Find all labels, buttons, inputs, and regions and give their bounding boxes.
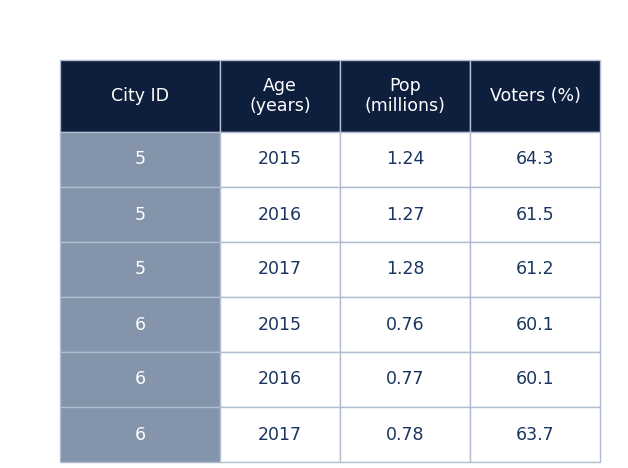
Bar: [470, 297, 600, 352]
Bar: [340, 242, 470, 297]
Bar: [60, 407, 220, 462]
Text: 1.28: 1.28: [386, 261, 425, 278]
Text: 2015: 2015: [258, 151, 302, 168]
Bar: [340, 132, 470, 187]
Text: 5: 5: [134, 205, 146, 224]
Text: 64.3: 64.3: [516, 151, 555, 168]
Text: 2016: 2016: [258, 205, 302, 224]
Text: Pop
(millions): Pop (millions): [365, 77, 445, 116]
Text: 63.7: 63.7: [516, 425, 555, 444]
Text: 6: 6: [134, 371, 146, 388]
Text: 0.77: 0.77: [386, 371, 425, 388]
Bar: [470, 407, 600, 462]
Bar: [220, 242, 340, 297]
Text: 0.78: 0.78: [386, 425, 425, 444]
Bar: [340, 297, 470, 352]
Text: City ID: City ID: [111, 87, 169, 105]
Bar: [220, 60, 340, 132]
Bar: [340, 60, 470, 132]
Bar: [220, 297, 340, 352]
Bar: [470, 352, 600, 407]
Text: 5: 5: [134, 261, 146, 278]
Bar: [60, 60, 220, 132]
Text: 2016: 2016: [258, 371, 302, 388]
Bar: [60, 187, 220, 242]
Bar: [220, 407, 340, 462]
Bar: [470, 132, 600, 187]
Text: 2017: 2017: [258, 425, 302, 444]
Text: 6: 6: [134, 315, 146, 334]
Bar: [340, 407, 470, 462]
Bar: [60, 297, 220, 352]
Bar: [470, 187, 600, 242]
Text: 61.5: 61.5: [516, 205, 555, 224]
Text: 60.1: 60.1: [516, 371, 555, 388]
Bar: [340, 187, 470, 242]
Text: 1.27: 1.27: [386, 205, 425, 224]
Bar: [60, 242, 220, 297]
Bar: [470, 242, 600, 297]
Text: 1.24: 1.24: [386, 151, 424, 168]
Text: Voters (%): Voters (%): [490, 87, 580, 105]
Bar: [220, 132, 340, 187]
Text: 0.76: 0.76: [386, 315, 425, 334]
Bar: [220, 187, 340, 242]
Text: 2015: 2015: [258, 315, 302, 334]
Text: 61.2: 61.2: [516, 261, 555, 278]
Text: 2017: 2017: [258, 261, 302, 278]
Bar: [60, 132, 220, 187]
Text: 60.1: 60.1: [516, 315, 555, 334]
Text: 6: 6: [134, 425, 146, 444]
Bar: [340, 352, 470, 407]
Text: 5: 5: [134, 151, 146, 168]
Bar: [220, 352, 340, 407]
Bar: [470, 60, 600, 132]
Text: Age
(years): Age (years): [249, 77, 311, 116]
Bar: [60, 352, 220, 407]
